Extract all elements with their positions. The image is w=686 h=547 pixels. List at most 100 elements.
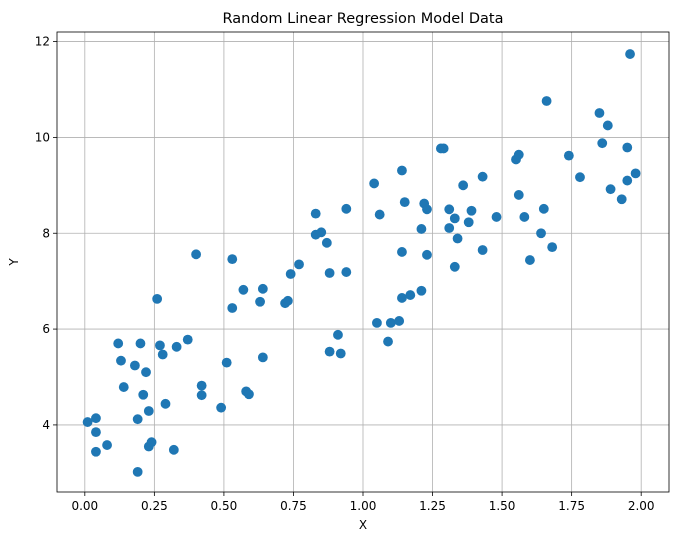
data-point <box>602 120 613 131</box>
data-point <box>285 269 296 279</box>
data-point <box>416 285 427 296</box>
data-point <box>383 336 393 347</box>
data-point <box>477 245 488 255</box>
data-point <box>422 249 432 260</box>
data-point <box>227 254 238 265</box>
data-point <box>282 295 293 306</box>
data-point <box>146 437 157 448</box>
y-tick-label: 10 <box>35 130 50 144</box>
y-tick-label: 4 <box>42 418 50 432</box>
data-point <box>538 203 549 214</box>
data-point <box>513 190 524 200</box>
data-point <box>91 446 101 457</box>
data-point <box>116 355 126 366</box>
data-point <box>458 180 469 191</box>
data-point <box>444 223 455 233</box>
data-point <box>257 352 268 363</box>
data-point <box>616 194 627 205</box>
grid-lines <box>57 32 669 492</box>
data-point <box>157 349 168 360</box>
data-point <box>324 268 335 278</box>
data-point <box>316 227 327 238</box>
data-points <box>82 49 641 477</box>
data-point <box>525 255 535 265</box>
data-point <box>625 49 635 59</box>
data-point <box>227 303 238 313</box>
data-point <box>135 338 146 349</box>
x-tick-label: 1.50 <box>489 499 516 513</box>
data-point <box>374 209 385 220</box>
data-point <box>294 259 304 270</box>
data-point <box>244 389 254 400</box>
data-point <box>255 296 265 307</box>
data-point <box>605 184 616 195</box>
data-point <box>477 171 488 182</box>
data-point <box>536 228 546 239</box>
y-axis-ticks: 4 6 8 10 12 <box>35 35 57 432</box>
data-point <box>397 293 407 303</box>
data-point <box>372 317 382 328</box>
data-point <box>132 466 143 477</box>
data-point <box>168 444 179 455</box>
data-point <box>575 172 585 183</box>
y-axis-label: Y <box>7 258 21 267</box>
data-point <box>519 212 530 222</box>
x-tick-label: 1.75 <box>558 499 585 513</box>
data-point <box>452 233 463 244</box>
data-point <box>257 283 268 294</box>
data-point <box>594 108 605 118</box>
data-point <box>335 348 346 359</box>
data-point <box>491 212 502 222</box>
x-tick-label: 1.00 <box>350 499 377 513</box>
data-point <box>82 417 93 427</box>
data-point <box>397 165 407 176</box>
data-point <box>182 334 193 345</box>
x-tick-label: 0.25 <box>141 499 168 513</box>
x-axis-label: X <box>359 518 367 532</box>
data-point <box>513 149 524 160</box>
data-point <box>155 340 165 351</box>
data-point <box>422 204 432 215</box>
data-point <box>102 440 112 450</box>
data-point <box>394 316 405 326</box>
data-point <box>341 203 352 214</box>
data-point <box>449 261 460 272</box>
data-point <box>91 427 101 438</box>
data-point <box>463 217 474 228</box>
data-point <box>143 406 154 416</box>
data-point <box>138 389 149 400</box>
data-point <box>113 338 124 349</box>
data-point <box>622 142 633 153</box>
data-point <box>416 224 427 234</box>
data-point <box>333 329 343 340</box>
data-point <box>622 175 633 186</box>
x-tick-label: 0.50 <box>211 499 238 513</box>
data-point <box>547 242 558 253</box>
y-tick-label: 12 <box>35 35 50 49</box>
data-point <box>597 138 608 149</box>
data-point <box>630 168 641 179</box>
data-point <box>91 413 101 424</box>
data-point <box>216 402 227 413</box>
y-tick-label: 8 <box>42 226 50 240</box>
data-point <box>118 382 129 392</box>
data-point <box>444 204 455 215</box>
x-tick-label: 2.00 <box>628 499 655 513</box>
y-tick-label: 6 <box>42 322 50 336</box>
x-axis-ticks: 0.00 0.25 0.50 0.75 1.00 1.25 1.50 1.75 2.00 <box>71 492 655 513</box>
data-point <box>191 249 201 260</box>
data-point <box>541 96 552 106</box>
data-point <box>196 380 207 391</box>
x-tick-label: 0.75 <box>280 499 307 513</box>
data-point <box>321 237 332 248</box>
data-point <box>449 213 460 224</box>
data-point <box>196 390 207 401</box>
data-point <box>132 414 143 425</box>
data-point <box>438 143 449 154</box>
data-point <box>466 205 477 216</box>
data-point <box>129 360 140 371</box>
data-point <box>397 247 407 257</box>
data-point <box>324 346 335 357</box>
data-point <box>160 398 171 409</box>
data-point <box>171 341 182 352</box>
